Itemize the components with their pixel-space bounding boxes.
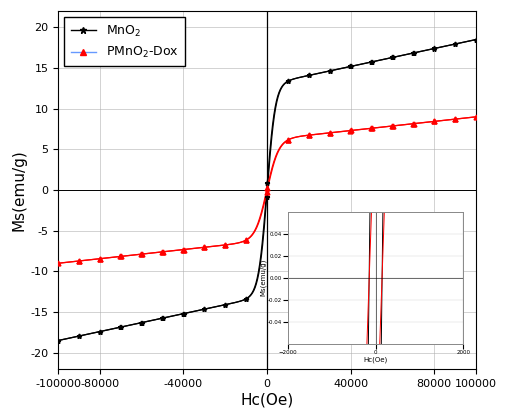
Y-axis label: Ms(emu/g): Ms(emu/g) — [11, 149, 26, 231]
Legend: MnO$_2$, PMnO$_2$-Dox: MnO$_2$, PMnO$_2$-Dox — [65, 17, 185, 66]
X-axis label: Hc(Oe): Hc(Oe) — [240, 393, 294, 408]
